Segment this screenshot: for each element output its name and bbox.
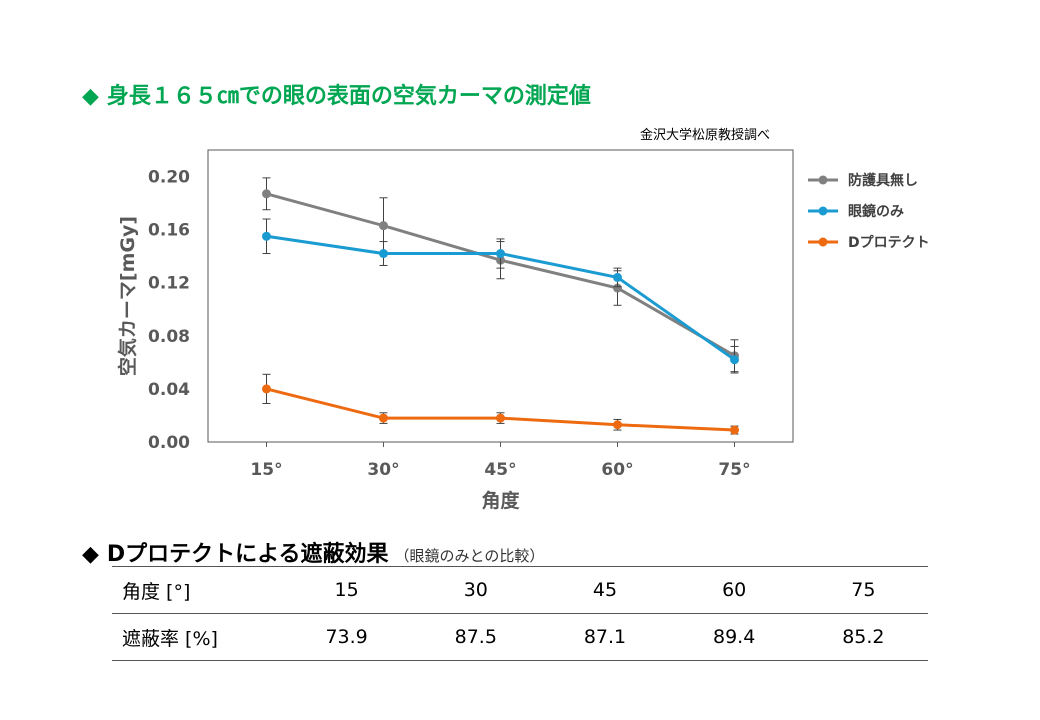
- air-kerma-line-chart: 0.00 0.04 0.08 0.12 0.16 0.20 15° 30° 45° 60° 75° 角…: [116, 149, 930, 512]
- y-tick-label: 0.20: [148, 168, 190, 188]
- data-point: [496, 249, 505, 259]
- data-point: [262, 189, 271, 199]
- legend-label: Dプロテクト: [848, 235, 930, 251]
- y-tick-label: 0.12: [148, 274, 190, 294]
- table-cell: 15: [282, 566, 412, 614]
- shielding-table: 角度 [°] 15 30 45 60 75 遮蔽率 [%] 73.9 87.5 …: [112, 566, 928, 661]
- table-cell: 87.1: [540, 613, 670, 661]
- table-cell: 60: [669, 566, 799, 614]
- x-tick-label: 75°: [718, 460, 750, 480]
- table-cell: 75: [798, 566, 928, 614]
- chart-title-text: 身長１６５㎝での眼の表面の空気カーマの測定値: [106, 84, 591, 109]
- data-point: [379, 413, 388, 423]
- source-note: 金沢大学松原教授調べ: [640, 128, 771, 143]
- diamond-bullet-icon: ◆: [82, 542, 99, 567]
- section-title: ◆ Dプロテクトによる遮蔽効果 （眼鏡のみとの比較）: [82, 536, 544, 568]
- legend-label: 眼鏡のみ: [848, 203, 904, 220]
- x-tick-label: 30°: [367, 460, 399, 480]
- legend-marker: [818, 206, 828, 216]
- legend-marker: [818, 175, 828, 185]
- y-tick-label: 0.16: [148, 221, 190, 241]
- data-point: [613, 283, 622, 293]
- y-tick-label: 0.00: [148, 433, 190, 453]
- data-point: [613, 420, 622, 430]
- y-tick-label: 0.08: [148, 327, 190, 347]
- data-point: [496, 413, 505, 423]
- legend-marker: [818, 237, 828, 247]
- legend-label: 防護具無し: [848, 172, 918, 189]
- data-point: [730, 355, 739, 365]
- x-tick-label: 45°: [484, 460, 516, 480]
- table-cell: 30: [411, 566, 541, 614]
- row-header: 角度 [°]: [112, 566, 282, 614]
- table-cell: 45: [540, 566, 670, 614]
- row-header: 遮蔽率 [%]: [112, 613, 282, 661]
- section-title-text: Dプロテクトによる遮蔽効果: [106, 542, 389, 567]
- chart-title: ◆ 身長１６５㎝での眼の表面の空気カーマの測定値: [82, 78, 591, 110]
- plot-area-frame: [207, 149, 794, 443]
- data-point: [379, 249, 388, 259]
- data-point: [613, 272, 622, 282]
- diamond-bullet-icon: ◆: [82, 84, 99, 109]
- x-axis-label: 角度: [481, 489, 520, 512]
- y-tick-label: 0.04: [148, 380, 190, 400]
- table-row: 遮蔽率 [%] 73.9 87.5 87.1 89.4 85.2: [112, 613, 928, 661]
- table-cell: 85.2: [798, 613, 928, 661]
- y-axis-label: 空気カーマ[mGy]: [116, 216, 139, 376]
- table-cell: 87.5: [411, 613, 541, 661]
- table-cell: 89.4: [669, 613, 799, 661]
- data-point: [262, 384, 271, 394]
- section-subtitle: （眼鏡のみとの比較）: [394, 547, 545, 565]
- data-point: [730, 425, 739, 435]
- x-tick-label: 60°: [601, 460, 633, 480]
- table-cell: 73.9: [282, 613, 412, 661]
- data-point: [379, 221, 388, 231]
- data-point: [262, 231, 271, 241]
- table-row: 角度 [°] 15 30 45 60 75: [112, 566, 928, 614]
- x-tick-label: 15°: [250, 460, 282, 480]
